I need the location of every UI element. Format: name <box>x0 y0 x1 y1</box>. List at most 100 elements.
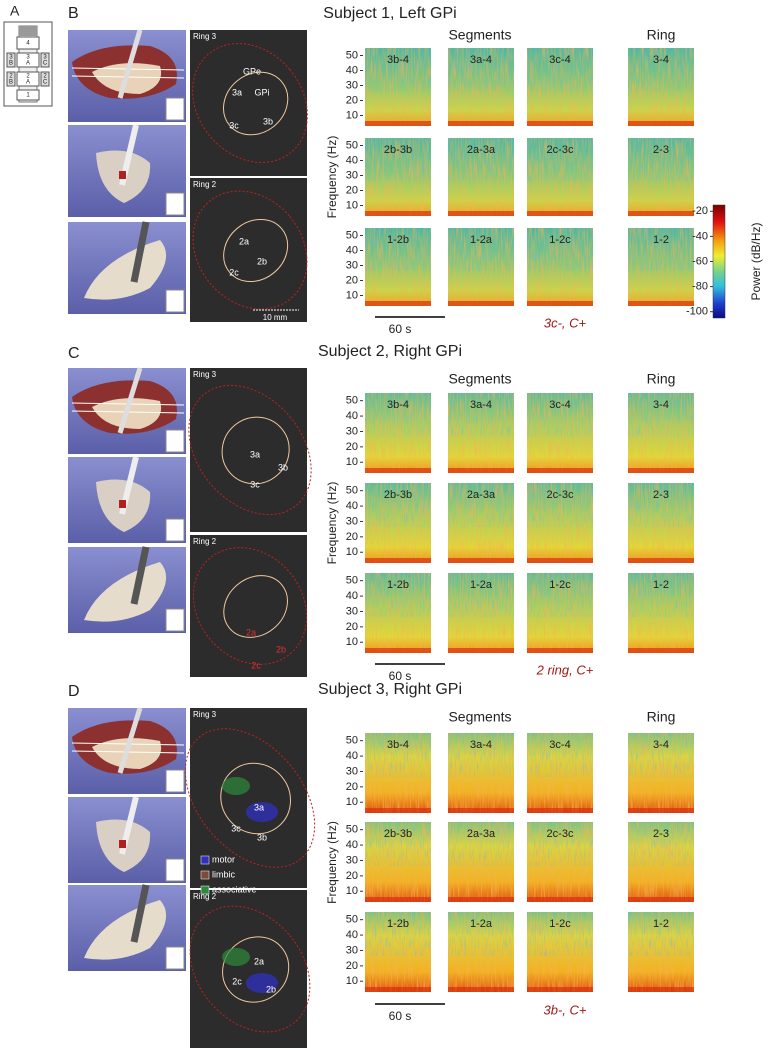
panel-a: A 4 3 A 3 B 3 C 2 A 2 B 2 C 1 <box>3 3 53 107</box>
stimulation-annotation: 3b-, C+ <box>544 1002 587 1017</box>
gpi-outline <box>223 575 288 638</box>
spectrogram-texture <box>527 138 593 181</box>
low-frequency-band <box>448 648 514 653</box>
contact-label: 2 <box>9 74 13 80</box>
contact-label: A <box>26 80 30 86</box>
panel-label: A <box>10 3 20 19</box>
low-frequency-band <box>448 468 514 473</box>
low-frequency-band <box>448 808 514 813</box>
spectrogram-texture <box>448 48 514 91</box>
spectrogram-texture <box>365 912 431 956</box>
spectrogram-texture <box>365 228 431 271</box>
mri-image <box>190 368 307 532</box>
contact-label: 2b <box>266 984 276 994</box>
contact-label: 3 <box>43 55 47 61</box>
colorbar-tick-label: -100 <box>686 306 708 318</box>
contact-label: 2 <box>43 74 47 80</box>
low-frequency-band <box>365 121 431 126</box>
segments-header: Segments <box>448 27 511 43</box>
low-frequency-band <box>448 211 514 216</box>
spectrogram-texture <box>448 822 514 866</box>
panel-title: Subject 1, Left GPi <box>323 5 456 22</box>
spectrogram-texture <box>628 393 694 437</box>
y-tick-label: 40 <box>346 929 358 941</box>
y-tick-label: 40 <box>346 154 358 166</box>
channel-label: 1-2b <box>387 579 409 591</box>
gpe-outline <box>188 384 312 516</box>
low-frequency-band <box>628 808 694 813</box>
low-frequency-band <box>527 468 593 473</box>
channel-label: 2c-3c <box>547 144 574 156</box>
low-frequency-band <box>448 121 514 126</box>
low-frequency-band <box>628 301 694 306</box>
y-tick-label: 40 <box>346 590 358 602</box>
ring-title: Ring 3 <box>193 710 217 719</box>
panel: D Subject 3, Right GPi Ring 3 Ring 2 3a 3b 3c 2… <box>68 681 694 1048</box>
colorbar-tick-label: -60 <box>692 255 708 267</box>
channel-label: 2-3 <box>653 489 669 501</box>
channel-label: 3b-4 <box>387 739 409 751</box>
contact-label: GPi <box>254 87 269 97</box>
contact-label: 3b <box>263 116 273 126</box>
legend-label: limbic <box>212 869 236 879</box>
contact <box>16 52 40 68</box>
y-tick-label: 50 <box>346 575 358 587</box>
y-tick-label: 10 <box>346 975 358 987</box>
low-frequency-band <box>628 897 694 902</box>
spectrogram-texture <box>365 393 431 437</box>
orientation-inset <box>165 429 185 453</box>
electrode <box>130 546 150 605</box>
low-frequency-band <box>628 468 694 473</box>
spectrogram-texture <box>365 733 431 777</box>
contact-label: B <box>9 80 13 86</box>
contact-label: B <box>9 61 13 67</box>
ring-header: Ring <box>647 371 676 387</box>
low-frequency-band <box>365 987 431 992</box>
orientation-inset <box>165 518 185 542</box>
panel: C Subject 2, Right GPi Ring 3 Ring 2 3a 3b 3c 2… <box>68 343 694 683</box>
y-tick-label: 20 <box>346 184 358 196</box>
channel-label: 1-2c <box>549 234 571 246</box>
spectrogram-texture <box>448 138 514 181</box>
time-bar-label: 60 s <box>389 1009 412 1023</box>
electrode <box>130 884 150 943</box>
y-tick-label: 30 <box>346 79 358 91</box>
electrode-cap <box>19 26 37 36</box>
contact <box>40 71 50 87</box>
spectrogram-texture <box>365 822 431 866</box>
contact-label: 2c <box>229 267 239 277</box>
y-tick-label: 50 <box>346 49 358 61</box>
gpe-outline <box>192 190 308 310</box>
orientation-inset <box>165 97 185 121</box>
channel-label: 2-3 <box>653 828 669 840</box>
contact-label: 2c <box>251 660 261 670</box>
active-contact <box>119 840 126 848</box>
low-frequency-band <box>527 808 593 813</box>
y-tick-label: 40 <box>346 500 358 512</box>
spectrogram-texture <box>527 483 593 527</box>
spectrogram-texture <box>365 483 431 527</box>
low-frequency-band <box>628 121 694 126</box>
channel-label: 2c-3c <box>547 828 574 840</box>
contact-label: 3c <box>231 823 241 833</box>
colorbar-tick-label: -80 <box>692 281 708 293</box>
gpi-surface <box>84 240 167 300</box>
low-frequency-band <box>527 648 593 653</box>
low-frequency-band <box>365 468 431 473</box>
region-motor <box>246 973 278 993</box>
y-tick-label: 10 <box>346 456 358 468</box>
low-frequency-band <box>527 987 593 992</box>
gpe-outline <box>192 547 308 665</box>
low-frequency-band <box>365 897 431 902</box>
orientation-inset <box>165 946 185 970</box>
y-tick-label: 10 <box>346 885 358 897</box>
channel-label: 3-4 <box>653 739 669 751</box>
time-bar-label: 60 s <box>389 322 412 336</box>
y-tick-label: 10 <box>346 796 358 808</box>
contact-label: 3 <box>9 55 13 61</box>
spectrogram-texture <box>527 228 593 271</box>
ring-title: Ring 3 <box>193 32 217 41</box>
orientation-inset <box>165 289 185 313</box>
orientation-inset <box>165 192 185 216</box>
contact-label: 2b <box>276 644 286 654</box>
